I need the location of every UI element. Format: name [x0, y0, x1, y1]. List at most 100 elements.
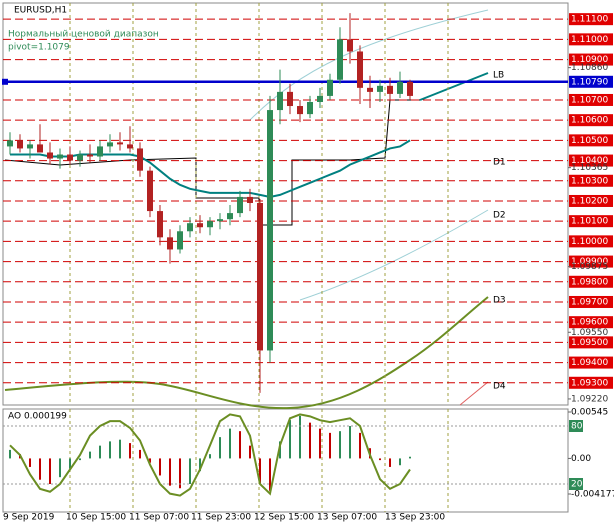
candle-body: [287, 91, 293, 107]
lb-label: 1.10790: [571, 77, 608, 87]
candle-body: [147, 170, 153, 212]
level-label: 1.09900: [571, 257, 608, 267]
candle-body: [177, 231, 183, 250]
stoch-box: [569, 420, 583, 432]
candle-body: [377, 85, 383, 92]
candle-body: [307, 101, 313, 115]
ao-panel: [2, 408, 569, 513]
lb-marker: [2, 78, 8, 85]
y-tick-label: 1.10860: [571, 63, 608, 73]
level-box: [569, 215, 613, 228]
candle-body: [27, 144, 33, 149]
candle-body: [197, 223, 203, 228]
candle-body: [257, 202, 263, 351]
level-label: 1.10400: [571, 156, 608, 166]
level-label: 1.10000: [571, 237, 608, 247]
candle-body: [67, 154, 73, 161]
y-tick-label: 1.09220: [571, 394, 608, 404]
ao-tick-label: -0.004177: [571, 490, 614, 500]
y-tick-label: 1.10365: [571, 163, 608, 173]
x-tick-label: 11 Sep 07:00: [129, 513, 189, 523]
candle-body: [407, 81, 413, 96]
candle-body: [157, 211, 163, 238]
ao-tick-label: 0.00545: [571, 408, 608, 418]
x-tick-label: 10 Sep 15:00: [66, 513, 126, 523]
candle-body: [7, 140, 13, 147]
level-label: 1.09400: [571, 358, 608, 368]
stoch-tick-label: 20: [571, 480, 583, 490]
level-box: [569, 53, 613, 66]
indicator-name: Нормальный ценовой диапазон: [8, 30, 159, 40]
level-box: [569, 235, 613, 248]
candle-body: [277, 91, 283, 111]
x-tick-label: 13 Sep 23:00: [385, 513, 445, 523]
candle-body: [347, 39, 353, 52]
level-box: [569, 376, 613, 389]
candle-body: [37, 144, 43, 153]
level-label: 1.09700: [571, 297, 608, 307]
level-annotation: D3: [493, 296, 506, 306]
candle-body: [107, 142, 113, 147]
level-box: [569, 114, 613, 127]
candle-body: [357, 51, 363, 88]
level-annotation: D2: [493, 211, 506, 221]
candle-body: [167, 237, 173, 250]
level-label: 1.10300: [571, 176, 608, 186]
level-box: [569, 275, 613, 288]
candle-body: [47, 152, 53, 159]
stoch-box: [569, 478, 583, 490]
level-box: [569, 295, 613, 308]
ao-tick-label: 0.00: [571, 454, 591, 464]
level-box: [569, 356, 613, 369]
stoch-tick-label: 80: [571, 422, 583, 432]
candle-body: [317, 95, 323, 102]
candle-body: [137, 148, 143, 171]
pivot-text: pivot=1.1079: [8, 43, 70, 53]
x-tick-label: 13 Sep 07:00: [317, 513, 377, 523]
level-box: [569, 174, 613, 187]
candle-body: [367, 87, 373, 92]
candle-body: [247, 196, 253, 203]
level-annotation: D1: [493, 158, 506, 168]
level-label: 1.09300: [571, 378, 608, 388]
level-box: [569, 93, 613, 106]
x-tick-label: 11 Sep 23:00: [191, 513, 251, 523]
level-label: 1.10600: [571, 116, 608, 126]
stochastic-line: [9, 413, 411, 497]
level-box: [569, 33, 613, 46]
level-label: 1.09600: [571, 318, 608, 328]
ma-extension: [419, 72, 489, 101]
ao-label: AO 0.000199: [8, 412, 67, 422]
candle-body: [127, 144, 133, 149]
candle-body: [327, 79, 333, 96]
candle-body: [187, 223, 193, 232]
level-label: 1.11000: [571, 35, 608, 45]
x-tick-label: 9 Sep 2019: [3, 513, 55, 523]
level-box: [569, 255, 613, 268]
main-panel: [2, 2, 569, 406]
level-annotation: LB: [493, 71, 504, 81]
moving-average: [10, 139, 411, 198]
level-box: [569, 134, 613, 147]
candle-body: [397, 81, 403, 94]
candle-body: [77, 154, 83, 161]
candle-body: [337, 39, 343, 80]
candle-body: [217, 219, 223, 222]
y-tick-label: 1.09875: [571, 262, 608, 272]
level-label: 1.10900: [571, 55, 608, 65]
candle-body: [57, 154, 63, 159]
level-box: [569, 336, 613, 349]
x-tick-label: 12 Sep 15:00: [254, 513, 314, 523]
candle-body: [237, 196, 243, 214]
candle-body: [227, 213, 233, 220]
level-label: 1.10200: [571, 196, 608, 206]
level-label: 1.11100: [571, 15, 608, 25]
candle-body: [97, 146, 103, 157]
level-annotation: D4: [493, 382, 506, 392]
level-label: 1.10700: [571, 95, 608, 105]
symbol: EURUSD,H1: [14, 6, 67, 16]
candle-body: [267, 110, 273, 351]
candle-body: [207, 221, 213, 228]
level-box: [569, 194, 613, 207]
